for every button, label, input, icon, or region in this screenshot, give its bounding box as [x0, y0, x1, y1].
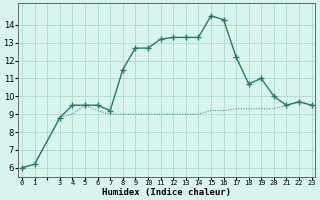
X-axis label: Humidex (Indice chaleur): Humidex (Indice chaleur) — [102, 188, 231, 197]
